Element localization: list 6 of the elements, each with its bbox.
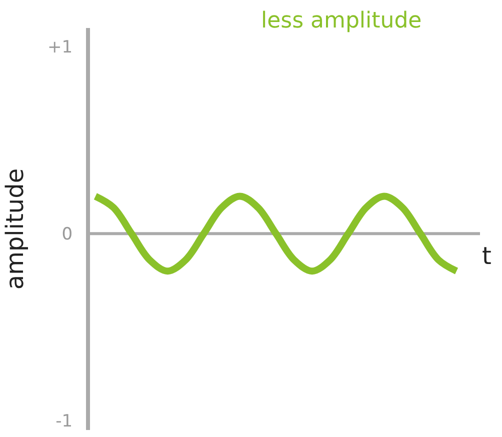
y-tick-label: -1 (56, 412, 73, 432)
y-tick-label: 0 (62, 224, 73, 245)
x-axis-title: t (482, 242, 492, 270)
y-axis-title: amplitude (1, 168, 30, 290)
y-tick-label: +1 (48, 38, 73, 58)
chart-title: less amplitude (260, 8, 422, 34)
